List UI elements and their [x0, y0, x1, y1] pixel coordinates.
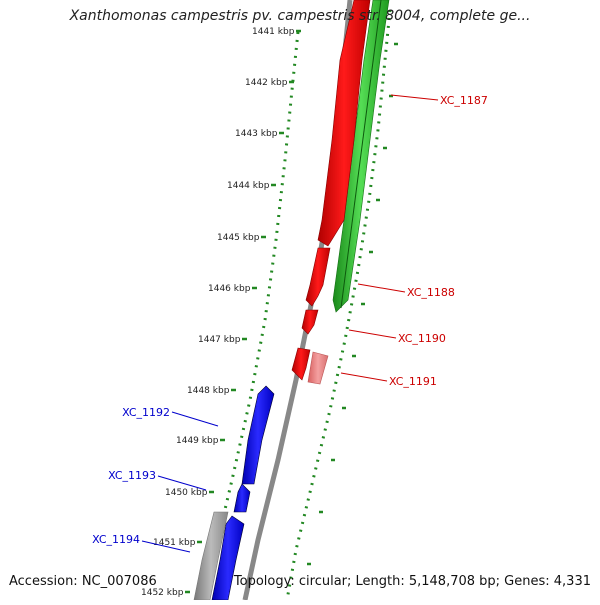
tick-label-1451: 1451 kbp: [153, 538, 196, 548]
tick-label-1446: 1446 kbp: [208, 284, 251, 294]
gene-leader-XC_1192: [171, 411, 219, 427]
gene-mark-XC_1191: [291, 347, 329, 385]
tick-label-1449: 1449 kbp: [176, 436, 219, 446]
tick-label-1442: 1442 kbp: [245, 78, 288, 88]
feature-green-outer: [332, 0, 390, 313]
tick-label-1444: 1444 kbp: [227, 181, 270, 191]
gene-leader-XC_1188: [357, 283, 406, 293]
gene-leader-XC_1194: [141, 540, 191, 553]
tick-labels: 1441 kbp 1442 kbp 1443 kbp 1444 kbp 1445 kbp…: [141, 27, 301, 598]
gene-mark-XC_1188: [305, 247, 331, 307]
tick-label-1448: 1448 kbp: [187, 386, 230, 396]
tick-label-1447: 1447 kbp: [198, 335, 241, 345]
tick-label-1445: 1445 kbp: [217, 233, 260, 243]
gene-label-XC_1191: XC_1191: [389, 375, 437, 388]
map-title: Xanthomonas campestris pv. campestris st…: [69, 8, 531, 24]
tick-label-1452: 1452 kbp: [141, 588, 184, 598]
gene-leader-XC_1191: [340, 372, 388, 382]
tick-label-1441: 1441 kbp: [252, 27, 295, 37]
tick-label-1450: 1450 kbp: [165, 488, 208, 498]
gene-label-XC_1187: XC_1187: [440, 94, 488, 107]
gene-mark-XC_1192: [241, 385, 275, 485]
gene-mark-XC_1193: [233, 483, 251, 513]
ruler-dashes: [307, 42, 398, 566]
gene-mark-XC_1190: [301, 309, 319, 335]
accession-text: Accession: NC_007086: [9, 574, 157, 589]
gene-leader-XC_1187: [390, 94, 439, 101]
gene-leader-XC_1193: [157, 475, 207, 491]
ruler-line-inner: [203, 31, 300, 601]
gene-labels: XC_1187 XC_1188 XC_1190 XC_1191 XC_1192 XC_11…: [92, 94, 488, 553]
gene-label-XC_1192: XC_1192: [122, 406, 170, 419]
gene-leader-XC_1190: [348, 329, 397, 339]
gene-mark-XC_1187: [317, 0, 371, 247]
tick-label-1443: 1443 kbp: [235, 129, 278, 139]
ruler-line-outer: [285, 9, 392, 601]
gene-label-XC_1188: XC_1188: [407, 286, 455, 299]
gene-label-XC_1190: XC_1190: [398, 332, 446, 345]
gene-label-XC_1193: XC_1193: [108, 469, 156, 482]
gene-label-XC_1194: XC_1194: [92, 533, 140, 546]
topology-text: Topology: circular; Length: 5,148,708 bp…: [233, 574, 591, 589]
